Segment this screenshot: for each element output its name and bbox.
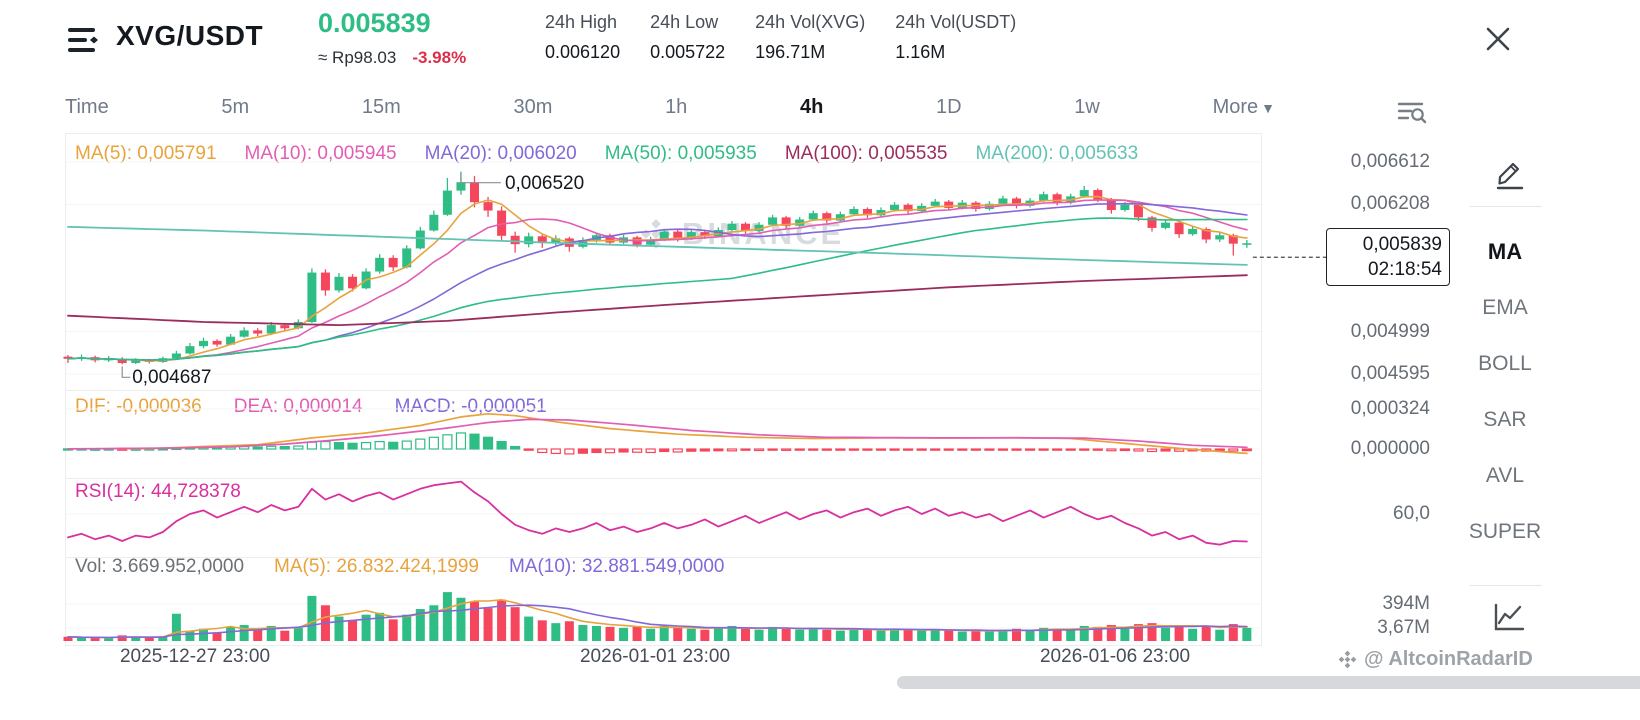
indicator-value: MACD: -0,000051 <box>394 396 547 417</box>
tab-more[interactable]: More ▼ <box>1212 96 1275 118</box>
tab-30m[interactable]: 30m <box>513 96 553 118</box>
tab-15m[interactable]: 15m <box>361 96 401 118</box>
sidebar-item-avl[interactable]: AVL <box>1485 464 1525 487</box>
indicator-value: MA(200): 0,005633 <box>975 143 1139 164</box>
indicator-value: MA(10): 32.881.549,0000 <box>508 556 725 577</box>
rsi-indicator-row: RSI(14): 44,728378 <box>75 481 241 503</box>
axis-label: 60,0 <box>1393 503 1430 524</box>
draw-tool-icon[interactable] <box>1494 156 1526 190</box>
last-price: 0.005839 <box>318 8 431 38</box>
stat-label: 24h High <box>545 12 618 32</box>
tab-1d[interactable]: 1D <box>936 96 962 118</box>
indicator-value: DEA: 0,000014 <box>233 396 363 417</box>
tab-1w[interactable]: 1w <box>1074 96 1100 118</box>
price-subline: ≈ Rp98.03 -3.98% <box>318 48 466 68</box>
indicator-value: RSI(14): 44,728378 <box>75 481 241 502</box>
fiat-price: ≈ Rp98.03 <box>318 48 397 67</box>
sidebar-item-super[interactable]: SUPER <box>1468 520 1542 543</box>
sidebar-item-boll[interactable]: BOLL <box>1478 352 1532 375</box>
stat-label: 24h Low <box>650 12 719 32</box>
tab-time[interactable]: Time <box>65 96 109 118</box>
credit-watermark: @ AltcoinRadarID <box>1338 648 1533 671</box>
low-annotation: 0,004687 <box>132 367 212 389</box>
time-axis-label: 2026-01-06 23:00 <box>1039 646 1191 667</box>
axis-label: 0,006612 <box>1350 151 1430 172</box>
indicator-value: DIF: -0,000036 <box>75 396 202 417</box>
indicator-value: MA(50): 0,005935 <box>604 143 757 164</box>
macd-indicator-row: DIF: -0,000036 DEA: 0,000014 MACD: -0,0000… <box>75 396 547 418</box>
axis-label: 0,000324 <box>1350 398 1430 419</box>
sidebar-divider-bottom <box>1470 585 1542 586</box>
axis-label: 0,006208 <box>1350 193 1430 215</box>
indicator-value: MA(5): 26.832.424,1999 <box>274 556 479 577</box>
stat-label: 24h Vol(XVG) <box>755 12 866 32</box>
indicator-value: MA(5): 0,005791 <box>75 143 217 164</box>
ma-indicator-row: MA(5): 0,005791 MA(10): 0,005945 MA(20): 0… <box>75 143 1138 165</box>
time-axis-label: 2026-01-01 23:00 <box>579 646 731 667</box>
tab-5m[interactable]: 5m <box>221 96 250 118</box>
tab-1h[interactable]: 1h <box>665 96 688 118</box>
axis-label: 394M <box>1382 593 1430 614</box>
stat-24h-low: 24h Low 0.005722 <box>650 12 725 63</box>
stat-24h-vol-usdt-: 24h Vol(USDT) 1.16M <box>895 12 1016 63</box>
indicator-value: Vol: 3.669.952,0000 <box>75 556 245 577</box>
axis-label: 0,000000 <box>1350 438 1430 459</box>
stat-value: 0.006120 <box>545 42 621 62</box>
high-annotation: 0,006520 <box>504 172 585 194</box>
indicator-search-icon[interactable] <box>1396 98 1428 126</box>
axis-label: 0,004999 <box>1350 320 1430 342</box>
timeframe-tabs: Time 5m 15m 30m 1h 4h 1D 1w More ▼ <box>65 96 1275 119</box>
stat-24h-high: 24h High 0.006120 <box>545 12 620 63</box>
indicator-sidebar: MA EMA BOLL SAR AVL SUPER <box>1462 226 1548 562</box>
indicator-value: MA(10): 0,005945 <box>244 143 397 164</box>
binance-logo-icon <box>641 219 671 249</box>
stat-value: 0.005722 <box>650 42 726 62</box>
time-axis-label: 2025-12-27 23:00 <box>119 646 271 667</box>
tag-price: 0,005839 <box>1362 234 1442 256</box>
watermark-text: BINANCE <box>682 216 845 251</box>
menu-icon[interactable] <box>66 26 102 56</box>
indicator-value: MA(100): 0,005535 <box>784 143 948 164</box>
vol-indicator-row: Vol: 3.669.952,0000 MA(5): 26.832.424,199… <box>75 556 724 578</box>
price-change: -3.98% <box>412 48 467 67</box>
sidebar-divider-top <box>1470 206 1542 207</box>
sidebar-item-ema[interactable]: EMA <box>1482 296 1528 319</box>
price-axis: 0,006612 0,006208 0,004999 0,004595 0,000324… <box>1318 0 1430 720</box>
stat-24h-vol-xvg-: 24h Vol(XVG) 196.71M <box>755 12 865 63</box>
stat-value: 196.71M <box>755 42 826 62</box>
tab-4h[interactable]: 4h <box>800 96 824 118</box>
close-icon[interactable] <box>1484 25 1512 53</box>
horizontal-scrollbar[interactable] <box>897 676 1640 689</box>
page-title: XVG/USDT <box>116 20 264 51</box>
axis-label: 0,004595 <box>1350 363 1430 384</box>
stat-value: 1.16M <box>895 42 946 62</box>
indicator-value: MA(20): 0,006020 <box>424 143 577 164</box>
sidebar-item-ma[interactable]: MA <box>1487 239 1523 264</box>
binance-watermark: BINANCE <box>640 216 844 252</box>
chart-style-icon[interactable] <box>1492 602 1526 634</box>
candle-countdown: 02:18:54 <box>1368 259 1442 281</box>
sidebar-item-sar[interactable]: SAR <box>1483 408 1527 431</box>
credit-text: @ AltcoinRadarID <box>1364 648 1533 670</box>
last-price-tag: 0,005839 02:18:54 <box>1326 228 1450 287</box>
chevron-down-icon: ▼ <box>1261 100 1275 116</box>
credit-logo-icon <box>1338 650 1357 669</box>
stat-label: 24h Vol(USDT) <box>895 12 1017 32</box>
market-stats: 24h High 0.006120 24h Low 0.005722 24h Vol(X… <box>545 12 1016 63</box>
axis-label: 3,67M <box>1377 617 1430 638</box>
